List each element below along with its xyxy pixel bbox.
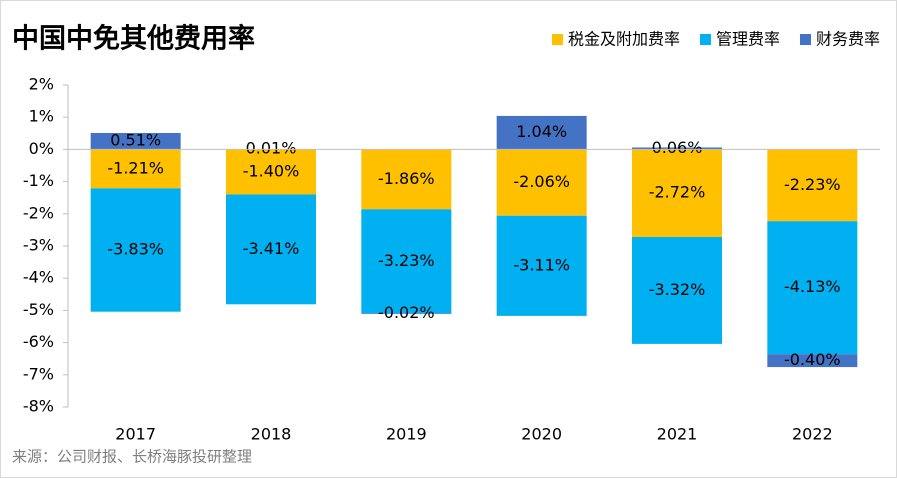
y-tick-label: 0%	[29, 139, 54, 158]
legend-swatch	[699, 34, 711, 45]
data-label: 0.01%	[246, 139, 297, 158]
y-tick-label: -6%	[23, 332, 54, 351]
y-tick-label: -8%	[23, 397, 54, 416]
legend-swatch	[799, 34, 811, 45]
data-label: 0.51%	[110, 131, 161, 150]
data-label: 0.06%	[652, 138, 703, 157]
bar-segment	[496, 115, 587, 150]
bar-segment	[361, 209, 452, 314]
bar-segment	[90, 188, 181, 312]
bar-segment	[226, 149, 316, 195]
data-label: -3.23%	[378, 251, 435, 270]
y-tick-label: -5%	[23, 300, 54, 319]
x-tick-label: 2022	[792, 425, 833, 444]
bar-segment	[361, 149, 452, 210]
data-label: -2.06%	[513, 172, 570, 191]
y-tick-label: -2%	[23, 203, 54, 222]
data-label: -3.83%	[107, 240, 164, 259]
bar-segment	[90, 132, 181, 150]
data-label: -0.02%	[378, 303, 435, 322]
y-tick-label: -3%	[23, 236, 54, 255]
bar-segment	[767, 149, 858, 222]
data-label: -3.32%	[649, 280, 706, 299]
x-tick-label: 2021	[657, 425, 698, 444]
bar-segment	[767, 221, 858, 355]
y-tick-label: 2%	[29, 75, 54, 94]
legend-label: 管理费率	[716, 30, 780, 49]
chart-title: 中国中免其他费用率	[12, 23, 255, 55]
bar-segment	[632, 236, 722, 344]
x-tick-label: 2017	[115, 425, 156, 444]
data-label: -1.86%	[378, 169, 435, 188]
data-label: -3.41%	[243, 239, 300, 258]
source-note: 来源：公司财报、长桥海豚投研整理	[12, 448, 252, 466]
bar-segment	[496, 215, 587, 316]
data-label: -3.11%	[513, 255, 570, 274]
bar-segment	[632, 149, 722, 237]
x-tick-label: 2020	[521, 425, 562, 444]
data-label: -1.21%	[107, 158, 164, 177]
data-label: -2.23%	[784, 175, 841, 194]
bar-segment	[90, 149, 181, 189]
legend-label: 财务费率	[816, 30, 880, 49]
data-label: 1.04%	[516, 122, 567, 141]
legend-label: 税金及附加费率	[568, 30, 680, 49]
bar-segment	[361, 313, 452, 314]
data-label: -2.72%	[649, 183, 706, 202]
y-tick-label: 1%	[29, 107, 54, 126]
bar-segment	[632, 147, 722, 150]
legend-swatch	[551, 34, 563, 45]
bar-segment	[767, 354, 858, 368]
x-tick-label: 2019	[386, 425, 427, 444]
x-tick-label: 2018	[251, 425, 292, 444]
bar-segment	[226, 194, 316, 305]
y-tick-label: -4%	[23, 268, 54, 287]
data-label: -4.13%	[784, 277, 841, 296]
y-tick-label: -1%	[23, 171, 54, 190]
y-tick-label: -7%	[23, 364, 54, 383]
bar-segment	[496, 149, 587, 216]
data-label: -0.40%	[784, 350, 841, 369]
data-label: -1.40%	[243, 161, 300, 180]
